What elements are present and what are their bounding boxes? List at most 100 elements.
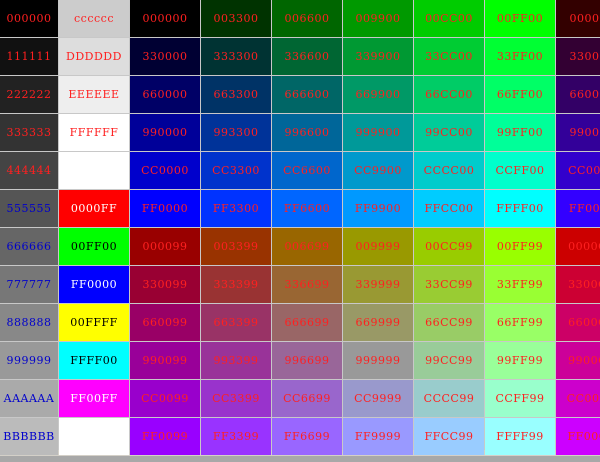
color-cell: CCCC00: [414, 152, 484, 189]
color-cell: FF3399: [201, 418, 271, 455]
color-cell: 33FF00: [485, 38, 555, 75]
color-cell: 336699: [272, 266, 342, 303]
color-cell: FF6699: [272, 418, 342, 455]
color-cell: CC3300: [201, 152, 271, 189]
color-cell: 003399: [201, 228, 271, 265]
color-cell: 00FFFF: [59, 304, 129, 341]
color-cell: 999900: [343, 114, 413, 151]
color-cell: FFFFFF: [59, 114, 129, 151]
color-cell: 333300: [201, 38, 271, 75]
color-cell: 009900: [343, 0, 413, 37]
color-cell: 00FF00: [59, 228, 129, 265]
color-cell: FF0000: [130, 190, 200, 227]
color-cell: CCFF99: [485, 380, 555, 417]
color-cell: CC0099: [130, 380, 200, 417]
color-cell: [59, 152, 129, 189]
color-cell: 666699: [272, 304, 342, 341]
color-cell: 990000: [130, 114, 200, 151]
color-cell: FFCC00: [414, 190, 484, 227]
color-cell: 333399: [201, 266, 271, 303]
color-cell: 66CC99: [414, 304, 484, 341]
color-cell: 000099: [130, 228, 200, 265]
color-cell: 666600: [272, 76, 342, 113]
color-cell: 111111: [0, 38, 58, 75]
color-cell: 339900: [343, 38, 413, 75]
color-cell: 33FF99: [485, 266, 555, 303]
color-cell: FF0099: [130, 418, 200, 455]
color-cell: 333333: [0, 114, 58, 151]
color-cell: 99FF00: [485, 114, 555, 151]
color-cell: 00CC00: [414, 0, 484, 37]
color-cell: 663399: [201, 304, 271, 341]
color-cell: FF00FF: [59, 380, 129, 417]
color-cell: 993300: [201, 114, 271, 151]
color-cell: FFCC99: [414, 418, 484, 455]
color-cell: 996699: [272, 342, 342, 379]
color-cell: 00FF99: [485, 228, 555, 265]
color-cell: FF9999: [343, 418, 413, 455]
color-cell: 33CC99: [414, 266, 484, 303]
color-cell: 444444: [0, 152, 58, 189]
color-cell: 996600: [272, 114, 342, 151]
color-cell: FFFF99: [485, 418, 555, 455]
color-cell: 003300: [201, 0, 271, 37]
color-cell: 006600: [272, 0, 342, 37]
color-cell: 888888: [0, 304, 58, 341]
color-cell: 999999: [343, 342, 413, 379]
color-cell: FFFF00: [59, 342, 129, 379]
color-cell: CCFF00: [485, 152, 555, 189]
color-cell: 330099: [130, 266, 200, 303]
color-cell: CC9999: [343, 380, 413, 417]
color-cell: 00CC99: [414, 228, 484, 265]
color-cell: 000000: [130, 0, 200, 37]
color-cell: 99FF99: [485, 342, 555, 379]
color-cell: 000000: [0, 0, 58, 37]
color-cell: FF0000: [59, 266, 129, 303]
color-cell: 555555: [0, 190, 58, 227]
color-cell: FFFF00: [485, 190, 555, 227]
color-cell: 660099: [130, 304, 200, 341]
color-cell: 666666: [0, 228, 58, 265]
color-cell: 66FF00: [485, 76, 555, 113]
color-cell: 999999: [0, 342, 58, 379]
color-cell: FF9900: [343, 190, 413, 227]
color-cell: 33CC00: [414, 38, 484, 75]
color-cell: 006699: [272, 228, 342, 265]
color-cell: FF6600: [272, 190, 342, 227]
color-cell: 993399: [201, 342, 271, 379]
color-cell: CC6699: [272, 380, 342, 417]
color-cell: 222222: [0, 76, 58, 113]
color-cell: 330000: [130, 38, 200, 75]
color-cell: 660000: [130, 76, 200, 113]
color-cell: AAAAAA: [0, 380, 58, 417]
color-cell: BBBBBB: [0, 418, 58, 455]
color-cell: 66FF99: [485, 304, 555, 341]
color-cell: CC0000: [130, 152, 200, 189]
color-cell: cccccc: [59, 0, 129, 37]
color-cell: 99CC99: [414, 342, 484, 379]
color-cell: 66CC00: [414, 76, 484, 113]
color-cell: 669900: [343, 76, 413, 113]
color-cell: CC9900: [343, 152, 413, 189]
color-cell: CC3399: [201, 380, 271, 417]
color-cell: 99CC00: [414, 114, 484, 151]
color-cell: 990099: [130, 342, 200, 379]
color-cell: 777777: [0, 266, 58, 303]
color-cell: CCCC99: [414, 380, 484, 417]
color-cell: 669999: [343, 304, 413, 341]
color-cell: 009999: [343, 228, 413, 265]
bottom-border-strip: [0, 456, 600, 462]
